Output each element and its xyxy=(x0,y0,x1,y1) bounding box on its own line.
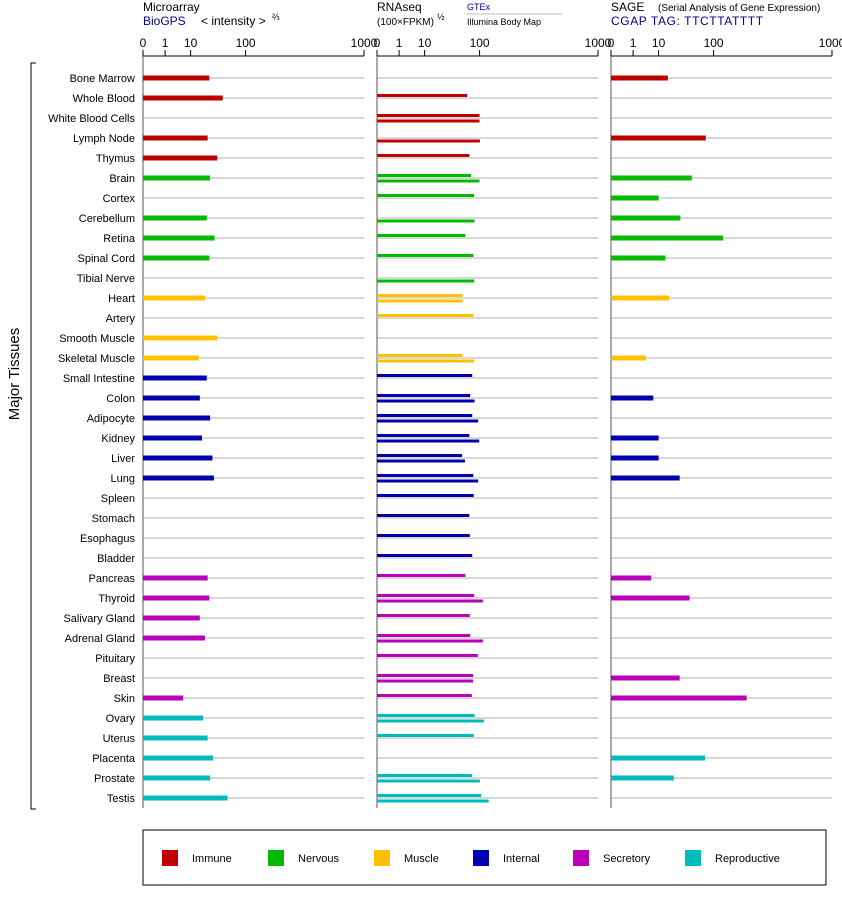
sage-tick-label: 10 xyxy=(652,36,666,50)
row-label-breast: Breast xyxy=(103,673,135,685)
sage-title: SAGE xyxy=(611,0,644,14)
microarray-subtitle: < intensity > xyxy=(201,14,266,28)
legend-swatch-immune xyxy=(162,850,178,866)
row-label-smooth-muscle: Smooth Muscle xyxy=(59,333,135,345)
row-label-kidney: Kidney xyxy=(101,433,135,445)
legend-item-internal: Internal xyxy=(473,850,540,866)
legend-items: Immune Nervous Muscle Internal Secretory Repr… xyxy=(162,850,780,866)
y-axis-label: Major Tissues xyxy=(6,328,23,421)
legend-item-reproductive: Reproductive xyxy=(685,850,780,866)
legend-label-reproductive: Reproductive xyxy=(715,853,780,865)
row-label-pituitary: Pituitary xyxy=(95,653,135,665)
rnaseq-panel-axis: 0 1 10 100 1000 xyxy=(374,36,612,808)
row-label-tibial-nerve: Tibial Nerve xyxy=(77,273,135,285)
microarray-source: BioGPS xyxy=(143,14,186,28)
row-label-salivary-gland: Salivary Gland xyxy=(63,613,135,625)
legend-label-internal: Internal xyxy=(503,853,540,865)
row-label-spinal-cord: Spinal Cord xyxy=(78,253,135,265)
rnaseq-subtitle: (100×FPKM) xyxy=(377,17,434,28)
microarray-tick-label: 1000 xyxy=(351,36,378,50)
row-label-skeletal-muscle: Skeletal Muscle xyxy=(58,353,135,365)
row-label-white-blood-cells: White Blood Cells xyxy=(48,113,135,125)
row-label-placenta: Placenta xyxy=(92,753,136,765)
row-label-brain: Brain xyxy=(109,173,135,185)
microarray-title: Microarray xyxy=(143,0,200,14)
legend-item-muscle: Muscle xyxy=(374,850,439,866)
rnaseq-exponent: ½ xyxy=(437,12,445,22)
legend-label-nervous: Nervous xyxy=(298,853,339,865)
rnaseq-tick-label: 100 xyxy=(470,36,490,50)
row-label-colon: Colon xyxy=(106,393,135,405)
row-label-cortex: Cortex xyxy=(103,193,136,205)
row-label-heart: Heart xyxy=(108,293,135,305)
row-label-lymph-node: Lymph Node xyxy=(73,133,135,145)
legend-label-immune: Immune xyxy=(192,853,232,865)
row-label-skin: Skin xyxy=(114,693,135,705)
row-label-adipocyte: Adipocyte xyxy=(87,413,135,425)
y-axis: Major Tissues xyxy=(6,62,36,810)
sage-subtitle: (Serial Analysis of Gene Expression) xyxy=(658,3,820,14)
legend-swatch-secretory xyxy=(573,850,589,866)
rnaseq-title: RNAseq xyxy=(377,0,422,14)
sage-tick-label: 0 xyxy=(608,36,615,50)
row-label-thymus: Thymus xyxy=(96,153,136,165)
row-label-ovary: Ovary xyxy=(106,713,136,725)
row-label-pancreas: Pancreas xyxy=(89,573,136,585)
row-label-testis: Testis xyxy=(107,793,136,805)
legend-item-immune: Immune xyxy=(162,850,232,866)
microarray-tick-label: 1 xyxy=(162,36,169,50)
rnaseq-tick-label: 10 xyxy=(418,36,432,50)
legend-item-secretory: Secretory xyxy=(573,850,651,866)
legend-swatch-nervous xyxy=(268,850,284,866)
legend-swatch-muscle xyxy=(374,850,390,866)
panel-axes: 011010010000110100100001101001000 xyxy=(140,36,842,808)
microarray-header: Microarray BioGPS < intensity > ⅔ xyxy=(143,0,280,28)
sage-tick-label: 1000 xyxy=(819,36,842,50)
legend-label-muscle: Muscle xyxy=(404,853,439,865)
microarray-exponent: ⅔ xyxy=(272,12,280,22)
row-label-spleen: Spleen xyxy=(101,493,135,505)
rnaseq-header: RNAseq (100×FPKM) ½ GTEx Illumina Body M… xyxy=(377,0,562,28)
row-labels: Bone Marrow Whole Blood White Blood Cells L… xyxy=(48,73,136,805)
row-label-bladder: Bladder xyxy=(97,553,135,565)
microarray-panel-axis: 0 1 10 100 1000 xyxy=(140,36,378,808)
rnaseq-source-ibm: Illumina Body Map xyxy=(467,17,541,27)
row-label-retina: Retina xyxy=(103,233,136,245)
row-label-artery: Artery xyxy=(106,313,136,325)
row-label-stomach: Stomach xyxy=(92,513,135,525)
row-label-thyroid: Thyroid xyxy=(98,593,135,605)
sage-tag-line: CGAP TAG: TTCTTATTTT xyxy=(611,14,764,28)
row-label-uterus: Uterus xyxy=(103,733,136,745)
rnaseq-tick-label: 1 xyxy=(396,36,403,50)
sage-tick-label: 100 xyxy=(704,36,724,50)
row-label-whole-blood: Whole Blood xyxy=(73,93,135,105)
row-label-small-intestine: Small Intestine xyxy=(63,373,135,385)
microarray-tick-label: 100 xyxy=(236,36,256,50)
sage-panel-axis: 0 1 10 100 1000 xyxy=(608,36,842,808)
legend-swatch-internal xyxy=(473,850,489,866)
rnaseq-tick-label: 1000 xyxy=(585,36,612,50)
row-label-esophagus: Esophagus xyxy=(80,533,136,545)
sage-tick-label: 1 xyxy=(630,36,637,50)
legend-item-nervous: Nervous xyxy=(268,850,339,866)
bars xyxy=(143,75,747,803)
row-label-cerebellum: Cerebellum xyxy=(79,213,135,225)
row-label-lung: Lung xyxy=(111,473,135,485)
legend-label-secretory: Secretory xyxy=(603,853,651,865)
legend: Immune Nervous Muscle Internal Secretory Repr… xyxy=(142,829,827,886)
sage-header: SAGE (Serial Analysis of Gene Expression… xyxy=(611,0,820,28)
rnaseq-source-gtex: GTEx xyxy=(467,2,491,12)
microarray-tick-label: 10 xyxy=(184,36,198,50)
microarray-tick-label: 0 xyxy=(140,36,147,50)
legend-swatch-reproductive xyxy=(685,850,701,866)
row-label-bone-marrow: Bone Marrow xyxy=(70,73,135,85)
row-label-liver: Liver xyxy=(111,453,135,465)
row-label-prostate: Prostate xyxy=(94,773,135,785)
rnaseq-tick-label: 0 xyxy=(374,36,381,50)
y-axis-bracket xyxy=(30,62,36,810)
row-label-adrenal-gland: Adrenal Gland xyxy=(65,633,135,645)
